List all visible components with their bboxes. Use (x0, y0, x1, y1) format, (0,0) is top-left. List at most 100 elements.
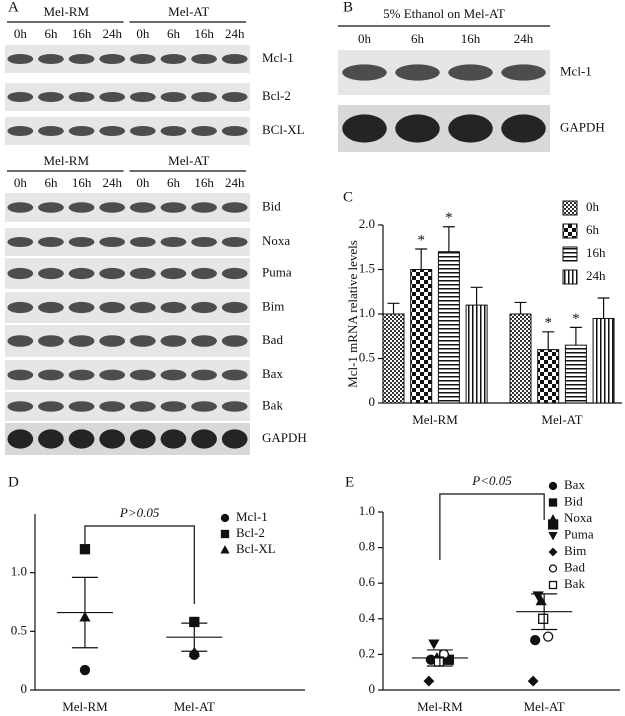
y-tick-label: 2.0 (359, 216, 375, 231)
point (220, 513, 230, 523)
blot-band (68, 369, 95, 381)
blot-band (191, 202, 217, 213)
blot-band (395, 64, 440, 81)
significance-bracket (84, 525, 195, 604)
group-label: Mel-RM (44, 153, 90, 168)
y-tick-label: 1.0 (359, 503, 375, 518)
y-tick-label: 0.2 (359, 645, 375, 660)
panel-letter: C (343, 189, 353, 205)
blot-band (7, 369, 34, 381)
time-label: 24h (102, 26, 122, 41)
blot-band (68, 125, 95, 137)
blot-band (99, 53, 126, 65)
blot-band (99, 335, 126, 347)
blot-band (7, 267, 34, 280)
blot-band (160, 301, 187, 314)
error-bar (442, 226, 455, 252)
blot-band (160, 91, 187, 103)
bar (437, 251, 460, 404)
x-tick-label: Mel-RM (62, 699, 108, 714)
legend-label: Bcl-XL (236, 541, 276, 556)
group-label: Mel-AT (168, 153, 209, 168)
y-tick-label: 1.0 (359, 305, 375, 320)
time-label: 6h (167, 175, 181, 190)
blot-band (68, 401, 95, 412)
bar (410, 269, 433, 404)
blot-band (38, 91, 64, 103)
time-label: 24h (225, 26, 245, 41)
x-tick-label: Mel-AT (524, 699, 565, 714)
point (428, 639, 440, 650)
time-label: 0h (358, 31, 372, 46)
blot-band (221, 91, 248, 103)
legend-label: 6h (586, 222, 600, 237)
blot-band (99, 236, 126, 248)
blot-band (160, 236, 187, 248)
significance-label: * (572, 311, 580, 327)
time-label: 16h (461, 31, 481, 46)
x-tick-label: Mel-AT (541, 412, 582, 427)
blot-band (68, 267, 95, 280)
error-bar (542, 331, 555, 350)
time-label: 16h (194, 175, 214, 190)
blot-band (7, 236, 34, 248)
blot-band (160, 401, 187, 412)
time-label: 16h (72, 175, 92, 190)
blot-band (342, 114, 387, 143)
time-label: 6h (411, 31, 425, 46)
y-tick-label: 0 (369, 394, 376, 409)
blot-band (68, 202, 95, 213)
y-tick-label: 0.4 (359, 610, 376, 625)
y-tick-label: 1.5 (359, 260, 375, 275)
legend-label: Bad (564, 559, 585, 574)
blot-band (7, 401, 34, 412)
blot-band (38, 125, 64, 137)
point (423, 675, 435, 687)
significance-label: * (445, 210, 453, 226)
blot-band (501, 64, 546, 81)
time-label: 16h (194, 26, 214, 41)
blot-band (342, 64, 387, 81)
row-label: Mcl-1 (262, 50, 294, 65)
blot-band (38, 369, 64, 381)
blot-band (38, 202, 64, 213)
blot-band (129, 401, 156, 412)
blot-band (160, 53, 187, 65)
row-label: Bid (262, 198, 281, 213)
legend-label: Puma (564, 526, 594, 541)
significance-annotation: P<0.05 (471, 473, 512, 488)
blot-band (191, 401, 217, 412)
row-label: GAPDH (560, 119, 605, 134)
legend-label: 24h (586, 268, 606, 283)
time-label: 16h (72, 26, 92, 41)
time-label: 24h (514, 31, 534, 46)
blot-band (99, 125, 126, 137)
point (548, 547, 558, 557)
sem-bar (181, 622, 208, 652)
y-tick-label: 0.5 (11, 622, 27, 637)
point (548, 498, 558, 507)
blot-band (221, 53, 248, 65)
blot-band (191, 91, 217, 103)
legend-label: Bim (564, 543, 586, 558)
point (543, 631, 554, 642)
blot-band (7, 53, 34, 65)
bar (465, 304, 488, 404)
panel-letter: B (343, 0, 353, 15)
point (548, 481, 558, 491)
error-bar (470, 286, 483, 306)
blot-band (191, 267, 217, 280)
blot-band (191, 335, 217, 347)
point (548, 580, 558, 590)
blot-band (99, 267, 126, 280)
point (548, 514, 558, 523)
bar (509, 313, 532, 404)
point (220, 529, 230, 539)
row-label: Noxa (262, 233, 290, 248)
blot-band (160, 429, 187, 449)
row-label: GAPDH (262, 430, 307, 445)
sem-bar (71, 576, 98, 649)
blot-band (129, 202, 156, 213)
legend-label: Noxa (564, 510, 592, 525)
